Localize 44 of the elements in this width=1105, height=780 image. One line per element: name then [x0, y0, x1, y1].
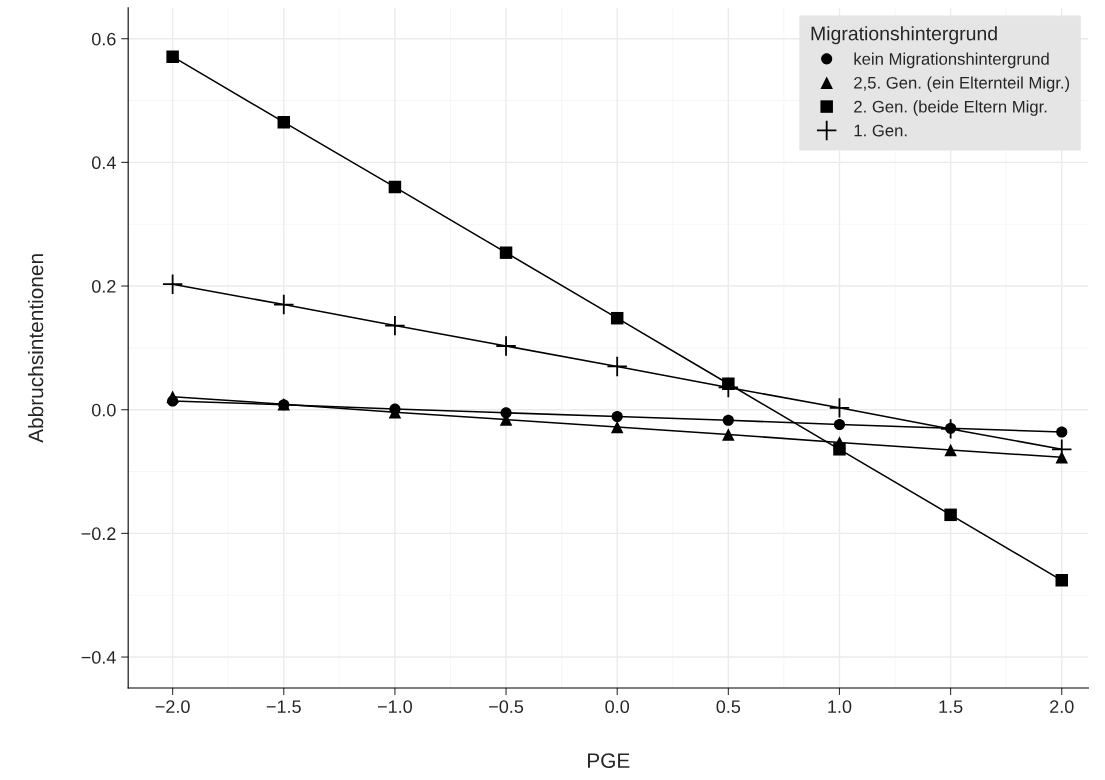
x-tick-label: −1.0 — [377, 700, 413, 714]
point — [273, 293, 295, 316]
y-tick-label: 0.0 — [91, 403, 116, 417]
legend-label: 1. Gen. — [854, 124, 907, 137]
point — [610, 311, 624, 325]
point — [833, 419, 846, 431]
x-tick-label: 0.0 — [605, 700, 630, 714]
point — [944, 508, 957, 522]
x-tick-label: −1.5 — [266, 700, 301, 714]
x-tick-label: 0.5 — [716, 700, 741, 714]
point — [722, 428, 735, 441]
point — [166, 50, 179, 63]
point — [495, 335, 517, 357]
legend-title: Migrationshintergrund — [811, 26, 997, 45]
point — [384, 314, 406, 337]
y-tick-label: −0.2 — [81, 527, 116, 541]
point — [1056, 426, 1068, 438]
legend-label: kein Migrationshintergrund — [854, 52, 1049, 69]
x-tick-label: 1.0 — [828, 700, 852, 714]
x-axis-title: PGE — [588, 753, 630, 769]
point — [499, 246, 513, 259]
point — [828, 397, 851, 419]
point — [606, 355, 628, 378]
y-tick-label: 0.2 — [91, 279, 116, 293]
point — [722, 414, 734, 426]
point — [162, 273, 184, 295]
y-tick-label: −0.4 — [81, 650, 116, 664]
point — [944, 443, 957, 457]
point — [166, 390, 179, 403]
y-tick-label: 0.4 — [91, 156, 116, 170]
point — [611, 410, 623, 423]
x-tick-label: −2.0 — [155, 700, 190, 714]
point — [277, 115, 291, 129]
legend-label: 2. Gen. (beide Eltern Migr. — [854, 100, 1047, 116]
y-tick-label: 0.6 — [91, 32, 116, 46]
point — [1055, 574, 1068, 587]
point — [610, 420, 624, 434]
x-tick-label: 1.5 — [939, 700, 963, 714]
y-axis-title: Abbruchsintentionen — [27, 254, 44, 443]
x-tick-label: −0.5 — [489, 700, 524, 714]
point — [388, 180, 402, 194]
x-tick-label: 2.0 — [1050, 700, 1074, 714]
point — [833, 443, 846, 456]
legend-label: 2,5. Gen. (ein Elternteil Migr.) — [854, 76, 1070, 92]
